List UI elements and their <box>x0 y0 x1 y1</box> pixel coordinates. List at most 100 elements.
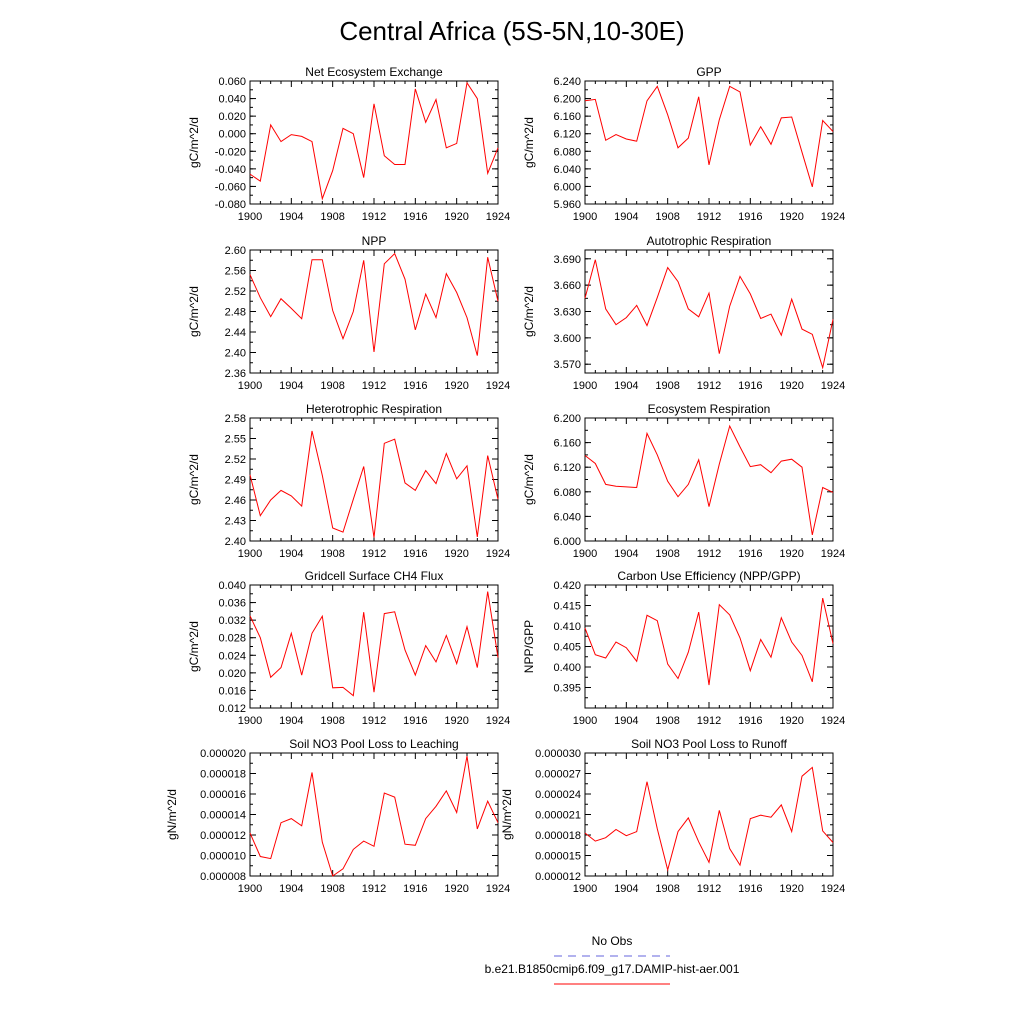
x-tick-label: 1900 <box>238 548 262 560</box>
chart-panel: Soil NO3 Pool Loss to Runoff 1900 1904 1908… <box>500 737 845 895</box>
y-axis-label: gC/m^2/d <box>187 454 201 505</box>
series-line <box>584 259 834 370</box>
y-tick-label: 6.200 <box>553 413 581 425</box>
series-line <box>249 756 499 877</box>
x-tick-label: 1904 <box>614 548 638 560</box>
x-tick-label: 1920 <box>444 211 468 223</box>
x-tick-label: 1908 <box>655 548 679 560</box>
chart-panel: GPP 1900 1904 1908 1912 1916 1920 1924 5.960 6.00… <box>522 65 845 223</box>
x-tick-label: 1904 <box>279 883 303 895</box>
x-tick-label: 1916 <box>403 715 427 727</box>
x-tick-label: 1908 <box>655 715 679 727</box>
y-tick-label: 0.420 <box>553 580 581 592</box>
y-tick-label: 2.36 <box>225 368 246 380</box>
x-tick-label: 1920 <box>444 715 468 727</box>
x-tick-label: 1920 <box>444 883 468 895</box>
y-tick-label: 2.43 <box>225 516 246 528</box>
x-tick-label: 1908 <box>320 883 344 895</box>
x-tick-label: 1920 <box>779 548 803 560</box>
y-tick-label: -0.020 <box>215 146 246 158</box>
series-line <box>584 597 834 686</box>
x-tick-label: 1900 <box>573 715 597 727</box>
chart-panel: Net Ecosystem Exchange 1900 1904 1908 1912 19… <box>187 65 510 223</box>
chart-panel: Soil NO3 Pool Loss to Leaching 1900 1904 19… <box>165 737 510 895</box>
x-tick-label: 1916 <box>738 380 762 392</box>
y-tick-label: 6.000 <box>553 536 581 548</box>
panel-title: Soil NO3 Pool Loss to Runoff <box>631 737 788 751</box>
plot-frame <box>584 752 834 877</box>
x-tick-label: 1916 <box>738 715 762 727</box>
x-tick-label: 1916 <box>403 548 427 560</box>
panel-title: Gridcell Surface CH4 Flux <box>305 569 444 583</box>
x-tick-label: 1924 <box>821 883 845 895</box>
y-tick-label: 2.52 <box>225 454 246 466</box>
y-axis-label: gC/m^2/d <box>187 117 201 168</box>
y-tick-label: 2.52 <box>225 286 246 298</box>
y-tick-label: -0.080 <box>215 199 246 211</box>
x-tick-label: 1912 <box>697 883 721 895</box>
panel-title: Net Ecosystem Exchange <box>305 65 443 79</box>
y-tick-label: 0.032 <box>218 615 246 627</box>
y-tick-label: 2.60 <box>225 245 246 257</box>
x-tick-label: 1912 <box>362 211 386 223</box>
legend-label: No Obs <box>592 934 633 948</box>
y-tick-label: 0.000024 <box>535 789 581 801</box>
x-tick-label: 1916 <box>738 883 762 895</box>
y-tick-label: 2.49 <box>225 475 246 487</box>
y-tick-label: 0.000015 <box>535 851 581 863</box>
x-tick-label: 1908 <box>655 883 679 895</box>
x-tick-label: 1916 <box>403 883 427 895</box>
y-tick-label: 0.012 <box>218 703 246 715</box>
y-tick-label: 0.028 <box>218 633 246 645</box>
x-tick-label: 1920 <box>444 548 468 560</box>
x-tick-label: 1924 <box>821 380 845 392</box>
y-tick-label: 3.570 <box>553 359 581 371</box>
x-tick-label: 1924 <box>486 548 510 560</box>
chart-panels: Net Ecosystem Exchange 1900 1904 1908 1912 19… <box>165 65 845 895</box>
x-tick-label: 1908 <box>655 211 679 223</box>
x-tick-label: 1920 <box>779 715 803 727</box>
plot-frame <box>584 584 834 709</box>
y-axis-label: gC/m^2/d <box>522 454 536 505</box>
plot-frame <box>584 417 834 542</box>
x-tick-label: 1900 <box>238 211 262 223</box>
x-tick-label: 1900 <box>238 883 262 895</box>
legend-label: b.e21.B1850cmip6.f09_g17.DAMIP-hist-aer.… <box>485 962 740 976</box>
y-tick-label: 0.060 <box>218 76 246 88</box>
series-line <box>249 252 499 356</box>
y-tick-label: 6.080 <box>553 487 581 499</box>
y-tick-label: 0.024 <box>218 650 246 662</box>
y-tick-label: 2.58 <box>225 413 246 425</box>
y-tick-label: 6.240 <box>553 76 581 88</box>
chart-panel: Gridcell Surface CH4 Flux 1900 1904 1908 191… <box>187 569 510 727</box>
y-tick-label: 0.410 <box>553 621 581 633</box>
y-tick-label: 6.160 <box>553 438 581 450</box>
y-tick-label: 5.960 <box>553 199 581 211</box>
y-tick-label: 0.000014 <box>200 810 246 822</box>
y-tick-label: 6.040 <box>553 511 581 523</box>
y-tick-label: 6.160 <box>553 111 581 123</box>
x-tick-label: 1916 <box>738 548 762 560</box>
x-tick-label: 1924 <box>821 211 845 223</box>
panel-title: Heterotrophic Respiration <box>306 402 442 416</box>
chart-panel: Heterotrophic Respiration 1900 1904 1908 191… <box>187 402 510 560</box>
series-line <box>249 430 499 538</box>
y-tick-label: 0.000021 <box>535 810 581 822</box>
x-tick-label: 1912 <box>362 380 386 392</box>
x-tick-label: 1904 <box>279 715 303 727</box>
x-tick-label: 1904 <box>614 715 638 727</box>
x-tick-label: 1912 <box>697 548 721 560</box>
y-tick-label: 6.000 <box>553 181 581 193</box>
panel-title: Autotrophic Respiration <box>647 234 772 248</box>
y-tick-label: 2.40 <box>225 348 246 360</box>
y-tick-label: 0.000010 <box>200 851 246 863</box>
y-axis-label: gN/m^2/d <box>165 789 179 840</box>
y-tick-label: 0.040 <box>218 580 246 592</box>
x-tick-label: 1924 <box>486 380 510 392</box>
x-tick-label: 1912 <box>697 715 721 727</box>
chart-panel: Carbon Use Efficiency (NPP/GPP) 1900 1904 1… <box>522 569 845 727</box>
x-tick-label: 1912 <box>697 211 721 223</box>
x-tick-label: 1904 <box>279 548 303 560</box>
x-tick-label: 1924 <box>821 548 845 560</box>
x-tick-label: 1916 <box>403 380 427 392</box>
